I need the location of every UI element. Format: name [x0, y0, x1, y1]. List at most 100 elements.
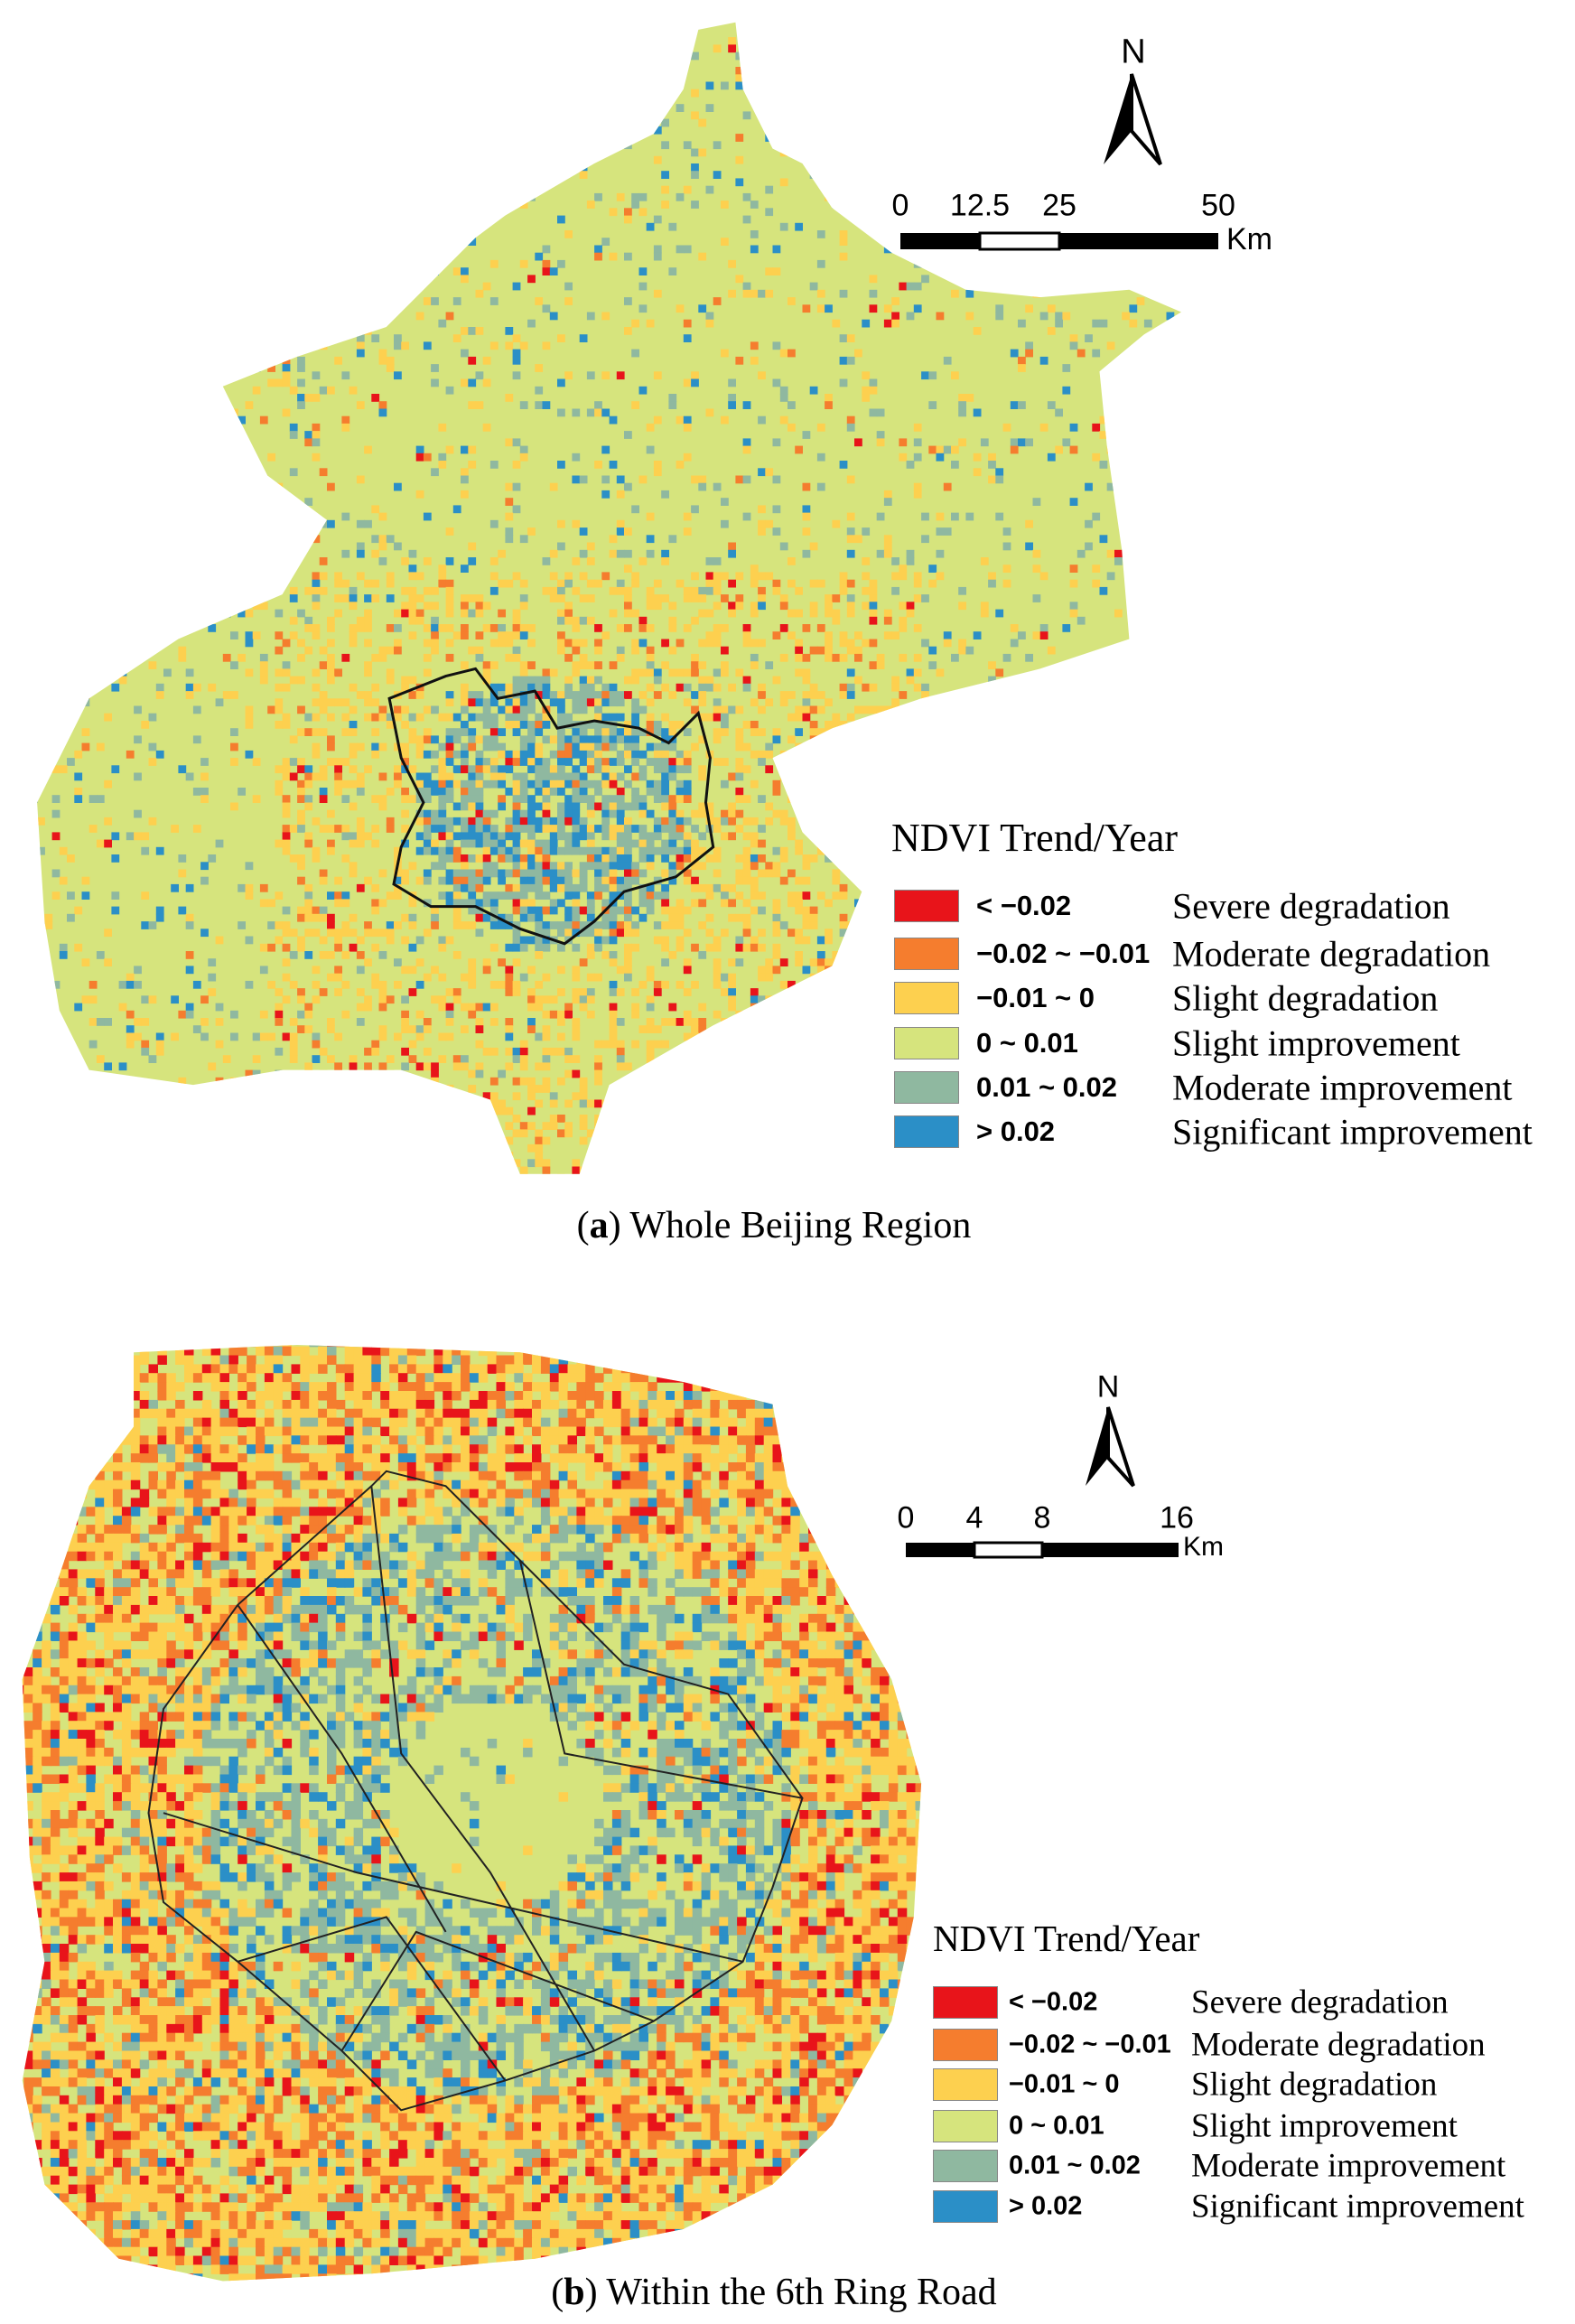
map-pixel — [572, 134, 581, 142]
map-pixel — [282, 929, 291, 938]
map-pixel — [304, 1069, 313, 1078]
map-pixel — [312, 1115, 321, 1123]
map-pixel — [624, 854, 632, 863]
map-pixel — [594, 973, 602, 982]
map-pixel — [505, 758, 514, 766]
map-pixel — [475, 646, 484, 655]
map-pixel — [431, 364, 439, 372]
map-pixel — [869, 386, 878, 395]
map-pixel — [126, 1010, 135, 1019]
map-pixel — [653, 468, 662, 477]
map-pixel — [862, 527, 871, 536]
map-pixel — [171, 1173, 179, 1174]
map-pixel — [527, 1018, 536, 1026]
map-pixel — [809, 795, 818, 803]
map-pixel — [386, 594, 395, 602]
map-pixel — [134, 1085, 142, 1093]
map-pixel — [1106, 1032, 1115, 1041]
map-pixel — [779, 1085, 788, 1093]
map-pixel — [371, 742, 380, 751]
map-pixel — [839, 461, 848, 469]
map-pixel — [519, 698, 528, 707]
map-pixel — [728, 809, 736, 818]
map-pixel — [275, 988, 284, 996]
map-pixel — [601, 772, 610, 781]
map-pixel — [958, 1085, 966, 1093]
map-pixel — [469, 1345, 480, 1348]
map-pixel — [638, 282, 648, 291]
map-pixel — [475, 788, 484, 796]
map-pixel — [1181, 862, 1182, 871]
map-pixel — [401, 1047, 409, 1056]
map-pixel — [638, 728, 648, 736]
map-pixel — [661, 869, 669, 878]
map-pixel — [519, 594, 528, 602]
map-pixel — [415, 1032, 424, 1041]
map-pixel — [349, 750, 358, 759]
map-pixel — [468, 735, 477, 744]
map-pixel — [758, 973, 766, 982]
map-pixel — [519, 535, 528, 544]
map-pixel — [758, 505, 766, 514]
map-pixel — [111, 609, 120, 618]
map-pixel — [657, 1345, 666, 1348]
map-pixel — [245, 713, 254, 722]
map-pixel — [512, 788, 521, 796]
map-pixel — [37, 505, 45, 514]
map-pixel — [334, 44, 342, 53]
map-pixel — [661, 846, 669, 855]
map-pixel — [378, 980, 387, 989]
map-pixel — [839, 230, 848, 238]
map-pixel — [765, 1106, 774, 1115]
map-pixel — [401, 1018, 409, 1026]
map-pixel — [37, 549, 38, 558]
map-pixel — [527, 825, 536, 833]
map-pixel — [1076, 1173, 1086, 1174]
map-pixel — [394, 334, 402, 342]
map-pixel — [572, 891, 581, 900]
map-pixel — [104, 572, 112, 581]
map-pixel — [631, 192, 639, 201]
map-pixel — [415, 1345, 426, 1348]
map-pixel — [163, 498, 172, 506]
map-pixel — [208, 118, 217, 127]
map-pixel — [334, 772, 342, 781]
map-pixel — [445, 29, 454, 38]
map-pixel — [289, 929, 298, 938]
map-pixel — [219, 1345, 229, 1348]
map-pixel — [423, 297, 432, 305]
map-pixel — [327, 661, 335, 669]
map-pixel — [519, 1062, 528, 1071]
map-pixel — [899, 89, 908, 98]
map-pixel — [854, 1115, 862, 1123]
map-pixel — [557, 988, 565, 996]
map-pixel — [505, 698, 514, 707]
map-pixel — [594, 883, 602, 892]
map-pixel — [980, 609, 989, 618]
map-pixel — [289, 772, 298, 781]
map-pixel — [825, 1115, 833, 1123]
map-pixel — [809, 67, 818, 75]
map-pixel — [1085, 178, 1093, 187]
map-pixel — [958, 141, 966, 150]
map-pixel — [489, 259, 499, 268]
map-pixel — [839, 1069, 848, 1078]
map-pixel — [238, 921, 246, 929]
map-pixel — [438, 936, 447, 945]
map-pixel — [1085, 519, 1093, 528]
map-pixel — [461, 765, 469, 774]
map-pixel — [1106, 668, 1115, 677]
map-pixel — [378, 1166, 387, 1174]
map-pixel — [668, 728, 677, 736]
map-pixel — [505, 527, 514, 536]
map-pixel — [252, 795, 261, 803]
map-pixel — [275, 839, 284, 848]
map-pixel — [542, 758, 551, 766]
map-pixel — [334, 215, 342, 224]
map-pixel — [445, 899, 454, 908]
map-pixel — [96, 415, 105, 425]
map-pixel — [1159, 609, 1168, 618]
map-pixel — [1159, 267, 1168, 275]
map-pixel — [788, 825, 796, 833]
map-pixel — [1025, 653, 1033, 662]
